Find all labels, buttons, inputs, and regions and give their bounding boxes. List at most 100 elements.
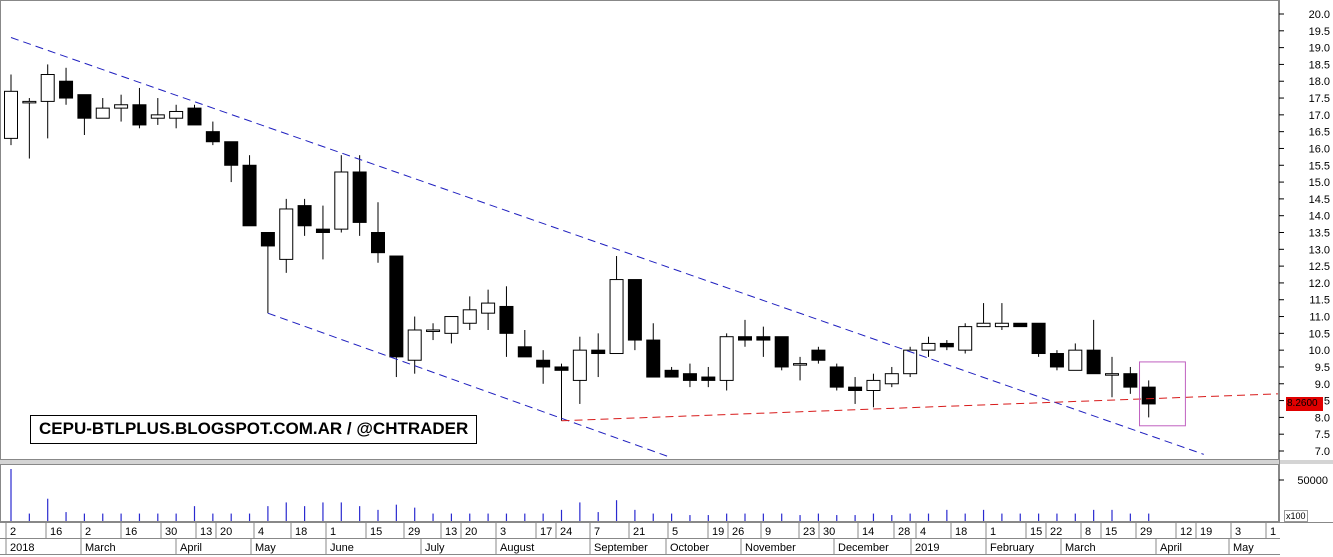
candle-body — [866, 379, 881, 391]
candle-body — [682, 373, 697, 381]
volume-panel-frame — [0, 464, 1279, 522]
y-tick-label: 17.5 — [1309, 93, 1330, 105]
candle-body — [462, 309, 477, 324]
candle-body — [352, 171, 367, 223]
y-tick-label: 9.0 — [1315, 379, 1330, 391]
x-month-label: December — [838, 542, 889, 554]
x-day-label: 13 — [200, 526, 212, 538]
candle-body — [976, 322, 991, 328]
candle-body — [554, 366, 569, 371]
candle-body — [40, 74, 55, 102]
y-tick-label: 14.0 — [1309, 211, 1330, 223]
x-day-label: 20 — [220, 526, 232, 538]
x-day-label: 3 — [500, 526, 506, 538]
x-month-label: March — [1065, 542, 1096, 554]
x-month-label: April — [1160, 542, 1182, 554]
candle-body — [77, 94, 92, 119]
x-month-label: April — [180, 542, 202, 554]
y-tick-label: 11.0 — [1309, 312, 1330, 324]
candle-body — [719, 336, 734, 381]
candle-body — [572, 349, 587, 381]
candle-body — [994, 322, 1009, 328]
x-month-label: September — [594, 542, 648, 554]
y-tick-label: 16.0 — [1309, 143, 1330, 155]
candle-body — [169, 110, 184, 119]
candle-body — [1013, 322, 1028, 328]
candle-body — [738, 336, 752, 341]
candle-body — [756, 336, 771, 341]
x-month-label: May — [1233, 542, 1254, 554]
x-day-label: 16 — [50, 526, 62, 538]
candle-body — [793, 363, 808, 366]
y-tick-label: 13.5 — [1309, 228, 1330, 240]
candle-body — [481, 302, 496, 314]
y-tick-label: 16.5 — [1309, 127, 1330, 139]
y-tick-label: 15.0 — [1309, 177, 1330, 189]
candle-body — [371, 232, 385, 254]
candle-body — [774, 336, 789, 368]
x-day-label: 2 — [10, 526, 16, 538]
y-tick-label: 9.5 — [1315, 362, 1330, 374]
candle-body — [903, 349, 918, 375]
candle-body — [1123, 373, 1138, 388]
x-month-label: October — [670, 542, 709, 554]
candle-body — [389, 255, 404, 358]
trendline-channel-upper — [10, 37, 1204, 455]
candle-body — [1068, 349, 1083, 371]
x-day-label: 18 — [955, 526, 967, 538]
candle-body — [315, 228, 330, 233]
candle-body — [664, 369, 679, 378]
candle-body — [132, 104, 147, 126]
candle-body — [260, 232, 275, 247]
candle-body — [517, 346, 532, 358]
candle-body — [59, 80, 74, 99]
panel-separator — [0, 460, 1333, 464]
x-day-label: 4 — [920, 526, 926, 538]
candle-body — [884, 373, 899, 385]
y-tick-label: 8.0 — [1315, 412, 1330, 424]
candle-body — [939, 342, 954, 348]
candle-body — [958, 326, 973, 351]
candle-body — [811, 349, 826, 361]
candle-body — [205, 131, 220, 143]
x-day-label: 20 — [465, 526, 477, 538]
x-month-label: May — [255, 542, 276, 554]
y-tick-label: 11.5 — [1309, 295, 1330, 307]
candle-body — [444, 316, 459, 334]
candle-body — [499, 305, 514, 334]
x-day-label: 19 — [1200, 526, 1212, 538]
x-day-label: 1 — [990, 526, 996, 538]
price-panel-frame — [0, 0, 1279, 460]
x-day-label: 7 — [594, 526, 600, 538]
x-day-label: 22 — [1050, 526, 1062, 538]
y-tick-label: 7.5 — [1315, 429, 1330, 441]
y-tick-label: 18.0 — [1309, 76, 1330, 88]
last-price-tag: 8.2600 — [1286, 397, 1323, 411]
x-day-label: 26 — [732, 526, 744, 538]
candle-body — [1086, 349, 1101, 375]
x-day-label: 12 — [1180, 526, 1192, 538]
x-day-label: 24 — [560, 526, 572, 538]
x-day-label: 15 — [1105, 526, 1117, 538]
x-day-label: 18 — [295, 526, 307, 538]
candle-body — [1141, 386, 1156, 405]
candle-body — [848, 386, 863, 391]
candle-body — [334, 171, 349, 230]
watermark-label: CEPU-BTLPLUS.BLOGSPOT.COM.AR / @CHTRADER — [30, 415, 478, 444]
x-day-label: 28 — [898, 526, 910, 538]
x-day-label: 3 — [1235, 526, 1241, 538]
y-tick-label: 10.0 — [1309, 345, 1330, 357]
y-tick-label: 12.0 — [1309, 278, 1330, 290]
candle-body — [22, 100, 37, 104]
candle-body — [536, 359, 551, 368]
candle-body — [701, 376, 716, 381]
x-day-label: 1 — [330, 526, 336, 538]
x-day-label: 17 — [540, 526, 552, 538]
x-day-label: 5 — [672, 526, 678, 538]
y-tick-label: 18.5 — [1309, 59, 1330, 71]
candle-body — [4, 90, 18, 139]
x-month-label: February — [990, 542, 1035, 554]
x-day-label: 1 — [1270, 526, 1276, 538]
x-day-label: 9 — [765, 526, 771, 538]
